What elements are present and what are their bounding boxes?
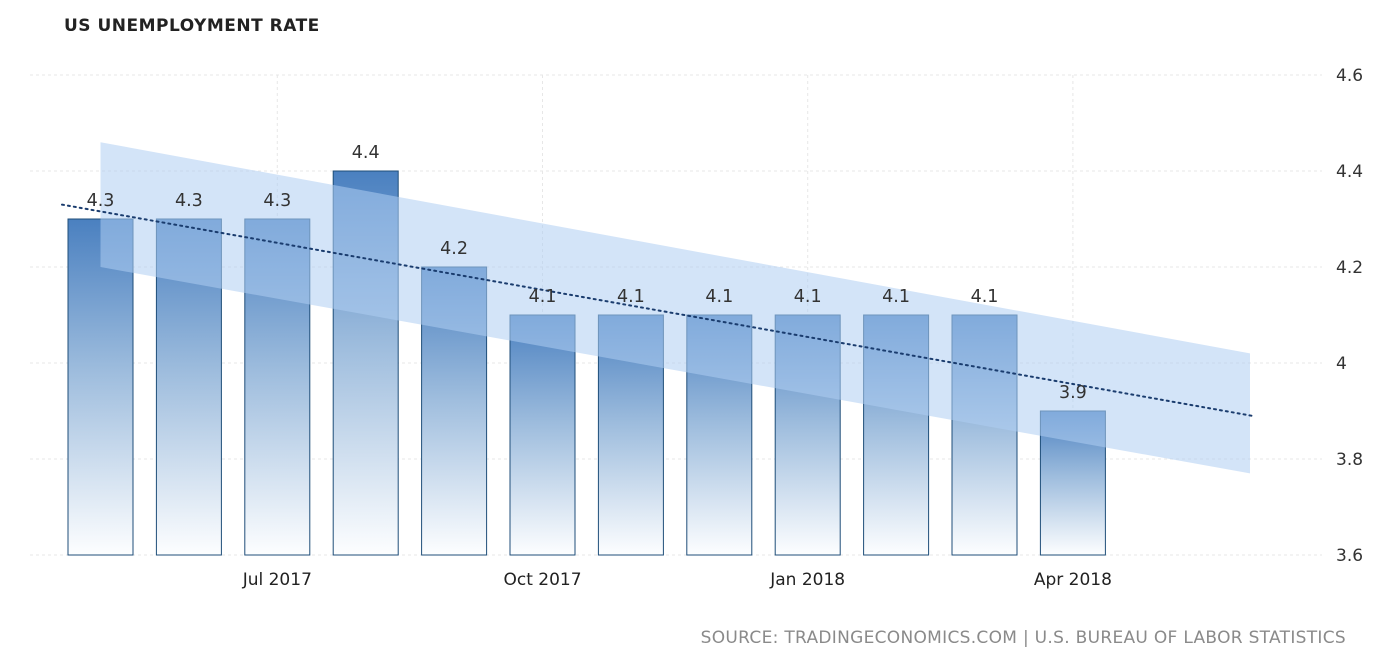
x-axis-tick-label: Jul 2017 — [242, 570, 312, 590]
bar-value-label: 4.3 — [263, 191, 291, 211]
x-axis-tick-label: Apr 2018 — [1034, 570, 1112, 590]
y-axis-tick-label: 4.4 — [1336, 162, 1363, 182]
bar-value-label: 4.1 — [971, 287, 999, 307]
x-axis-tick-label: Oct 2017 — [503, 570, 581, 590]
y-axis-tick-label: 3.6 — [1336, 546, 1363, 566]
confidence-band — [100, 142, 1250, 474]
bar-value-label: 3.9 — [1059, 383, 1087, 403]
bar-value-label: 4.3 — [175, 191, 203, 211]
y-axis-tick-label: 4.6 — [1336, 66, 1363, 86]
bar-value-label: 4.1 — [794, 287, 822, 307]
chart-title: US UNEMPLOYMENT RATE — [64, 16, 320, 36]
bar-value-label: 4.1 — [617, 287, 645, 307]
bar-value-label: 4.1 — [882, 287, 910, 307]
bar-value-label: 4.1 — [705, 287, 733, 307]
bar-value-label: 4.2 — [440, 239, 468, 259]
bar-value-label: 4.4 — [352, 143, 380, 163]
trend-line — [61, 203, 1253, 417]
y-axis-tick-label: 3.8 — [1336, 450, 1363, 470]
bar-value-label: 4.1 — [529, 287, 557, 307]
y-axis-tick-label: 4.2 — [1336, 258, 1363, 278]
bar-oct-2017[interactable] — [509, 314, 576, 556]
x-axis-tick-label: Jan 2018 — [769, 570, 845, 590]
source-attribution: SOURCE: TRADINGECONOMICS.COM | U.S. BURE… — [700, 628, 1346, 648]
bar-value-label: 4.3 — [87, 191, 115, 211]
y-axis-tick-label: 4 — [1336, 354, 1347, 374]
